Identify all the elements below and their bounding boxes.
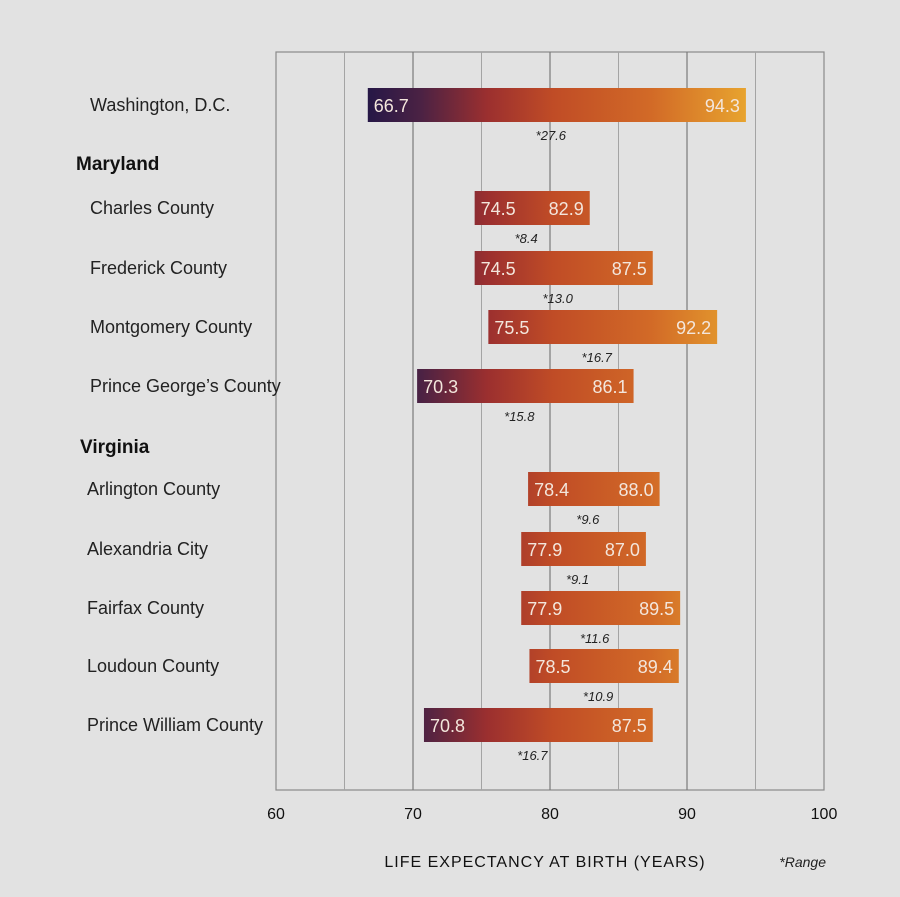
- row-label: Fairfax County: [87, 598, 204, 618]
- x-tick-label: 90: [678, 806, 696, 823]
- high-value-label: 92.2: [676, 318, 711, 338]
- row-label: Alexandria City: [87, 539, 208, 559]
- group-label: Virginia: [80, 437, 150, 458]
- low-value-label: 75.5: [494, 318, 529, 338]
- row: Alexandria City 77.9 87.0 *9.1: [87, 532, 646, 587]
- range-bar: [529, 649, 679, 683]
- row: Charles County 74.5 82.9 *8.4: [90, 191, 590, 246]
- range-bar: [474, 251, 653, 285]
- range-label: *9.1: [566, 572, 589, 587]
- row-label: Loudoun County: [87, 656, 219, 676]
- low-value-label: 70.8: [430, 716, 465, 736]
- range-label: *9.6: [576, 512, 600, 527]
- row: Arlington County 78.4 88.0 *9.6: [87, 472, 660, 527]
- low-value-label: 77.9: [527, 540, 562, 560]
- range-footnote: *Range: [779, 854, 826, 870]
- range-label: *15.8: [504, 409, 535, 424]
- range-bar: [521, 591, 681, 625]
- group-label: Maryland: [76, 154, 159, 175]
- low-value-label: 66.7: [374, 96, 409, 116]
- range-label: *10.9: [583, 689, 613, 704]
- range-label: *16.7: [517, 748, 548, 763]
- x-tick-label: 70: [404, 806, 422, 823]
- high-value-label: 82.9: [549, 199, 584, 219]
- row-label: Charles County: [90, 198, 214, 218]
- x-axis: 60 70 80 90 100: [267, 806, 837, 823]
- low-value-label: 78.5: [535, 657, 570, 677]
- row-label: Prince William County: [87, 715, 263, 735]
- high-value-label: 87.5: [612, 259, 647, 279]
- high-value-label: 87.5: [612, 716, 647, 736]
- row-label: Montgomery County: [90, 317, 252, 337]
- row: Prince William County 70.8 87.5 *16.7: [87, 708, 653, 763]
- x-tick-label: 60: [267, 806, 285, 823]
- range-bar: [488, 310, 718, 344]
- high-value-label: 89.5: [639, 599, 674, 619]
- high-value-label: 88.0: [619, 480, 654, 500]
- row-label: Frederick County: [90, 258, 227, 278]
- range-bar: [521, 532, 646, 566]
- range-label: *27.6: [536, 128, 567, 143]
- row: Loudoun County 78.5 89.4 *10.9: [87, 649, 679, 704]
- low-value-label: 74.5: [481, 259, 516, 279]
- row-label: Prince George’s County: [90, 376, 281, 396]
- x-tick-label: 80: [541, 806, 559, 823]
- range-bar: [417, 369, 634, 403]
- row: Fairfax County 77.9 89.5 *11.6: [87, 591, 681, 646]
- range-label: *16.7: [582, 350, 613, 365]
- range-label: *13.0: [543, 291, 574, 306]
- row-label: Arlington County: [87, 479, 220, 499]
- low-value-label: 70.3: [423, 377, 458, 397]
- row: Montgomery County 75.5 92.2 *16.7: [90, 310, 718, 365]
- range-label: *8.4: [515, 231, 538, 246]
- range-bar: [528, 472, 660, 506]
- range-label: *11.6: [580, 631, 610, 646]
- high-value-label: 94.3: [705, 96, 740, 116]
- x-axis-label: LIFE EXPECTANCY AT BIRTH (YEARS): [384, 854, 705, 871]
- low-value-label: 77.9: [527, 599, 562, 619]
- rows: Washington, D.C. 66.7 94.3 *27.6 Maryland Cha…: [76, 88, 746, 763]
- row-label: Washington, D.C.: [90, 95, 230, 115]
- low-value-label: 78.4: [534, 480, 569, 500]
- high-value-label: 86.1: [593, 377, 628, 397]
- range-bar: [474, 191, 590, 225]
- high-value-label: 89.4: [638, 657, 673, 677]
- range-bar: [367, 88, 746, 122]
- x-tick-label: 100: [811, 806, 838, 823]
- row: Frederick County 74.5 87.5 *13.0: [90, 251, 653, 306]
- row: Prince George’s County 70.3 86.1 *15.8: [90, 369, 634, 424]
- row: Washington, D.C. 66.7 94.3 *27.6: [90, 88, 746, 143]
- low-value-label: 74.5: [481, 199, 516, 219]
- high-value-label: 87.0: [605, 540, 640, 560]
- range-bar: [423, 708, 653, 742]
